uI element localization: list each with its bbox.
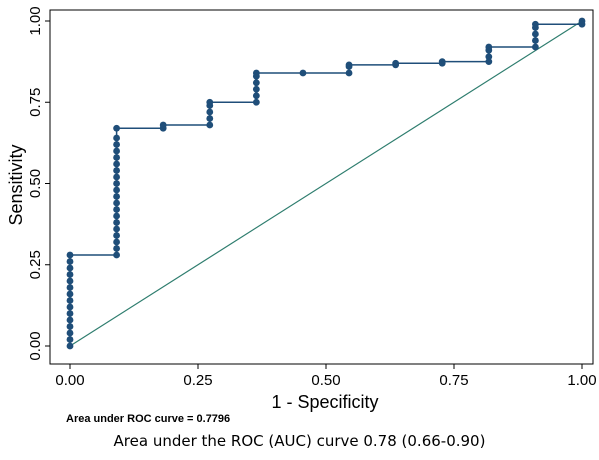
roc-point xyxy=(113,199,120,207)
roc-point xyxy=(206,98,214,106)
roc-point xyxy=(113,225,120,233)
roc-point xyxy=(532,30,539,38)
roc-point xyxy=(113,134,120,142)
roc-point xyxy=(66,342,74,350)
roc-chart: 0.00 0.25 0.50 0.75 1.00 0.00 0.25 0.50 0.75 1.0… xyxy=(6,6,597,425)
x-axis-title: 1 - Specificity xyxy=(271,392,378,412)
reference-line xyxy=(69,20,583,347)
roc-point xyxy=(66,290,74,298)
roc-point xyxy=(66,323,74,330)
roc-point xyxy=(113,160,120,168)
y-tick-label: 0.00 xyxy=(27,331,44,360)
roc-point xyxy=(485,53,493,61)
x-tick-label: 0.25 xyxy=(183,372,212,389)
series-layer xyxy=(66,17,586,350)
roc-point xyxy=(252,69,260,77)
roc-point xyxy=(113,212,120,220)
roc-point xyxy=(113,124,120,132)
roc-point xyxy=(113,167,120,174)
roc-point xyxy=(66,336,74,343)
roc-point xyxy=(252,79,260,87)
auc-annotation: Area under ROC curve = 0.7796 xyxy=(66,413,230,425)
y-tick-label: 0.25 xyxy=(27,250,44,279)
roc-point xyxy=(485,58,493,66)
roc-point xyxy=(206,115,214,122)
roc-point xyxy=(113,251,120,259)
roc-point xyxy=(66,316,74,324)
roc-point xyxy=(113,238,120,246)
roc-point xyxy=(252,85,260,93)
figure-caption: Area under the ROC (AUC) curve 0.78 (0.6… xyxy=(113,432,486,450)
roc-point xyxy=(532,20,539,28)
roc-point xyxy=(345,69,353,77)
roc-point xyxy=(66,297,74,304)
roc-point xyxy=(159,121,167,129)
roc-point xyxy=(252,98,260,106)
roc-point xyxy=(392,59,400,67)
roc-point xyxy=(206,121,214,129)
roc-point xyxy=(113,232,120,239)
roc-point xyxy=(532,37,539,44)
roc-point xyxy=(66,284,74,291)
roc-point xyxy=(66,303,74,311)
roc-point xyxy=(66,258,74,265)
roc-point xyxy=(113,219,120,226)
y-tick-label: 0.50 xyxy=(27,169,44,198)
roc-point xyxy=(113,206,120,213)
roc-point xyxy=(113,245,120,252)
roc-point xyxy=(113,147,120,155)
roc-point xyxy=(113,193,120,200)
roc-point xyxy=(578,17,586,25)
y-tick-label: 0.75 xyxy=(27,88,44,117)
roc-point xyxy=(66,271,74,278)
roc-point xyxy=(252,92,260,100)
roc-point xyxy=(485,43,493,51)
roc-point xyxy=(206,108,214,116)
roc-point xyxy=(66,310,74,317)
x-tick-label: 0.75 xyxy=(439,372,468,389)
roc-point xyxy=(299,69,307,77)
roc-point xyxy=(66,264,74,272)
roc-point xyxy=(66,329,74,337)
roc-point xyxy=(438,58,446,66)
roc-point xyxy=(113,186,120,194)
roc-point xyxy=(113,173,120,181)
x-tick-label: 0.50 xyxy=(311,372,340,389)
roc-point xyxy=(532,43,539,51)
roc-point xyxy=(345,61,353,69)
x-tick-label: 0.00 xyxy=(55,372,84,389)
x-tick-label: 1.00 xyxy=(567,372,596,389)
roc-point xyxy=(113,141,120,148)
roc-point xyxy=(113,154,120,161)
y-axis-title: Sensitivity xyxy=(6,144,26,225)
y-tick-label: 1.00 xyxy=(27,6,44,35)
y-axis: 0.00 0.25 0.50 0.75 1.00 xyxy=(27,6,50,361)
roc-point xyxy=(66,251,74,259)
x-axis: 0.00 0.25 0.50 0.75 1.00 xyxy=(55,364,597,389)
roc-point xyxy=(113,180,120,187)
roc-point xyxy=(66,277,74,285)
